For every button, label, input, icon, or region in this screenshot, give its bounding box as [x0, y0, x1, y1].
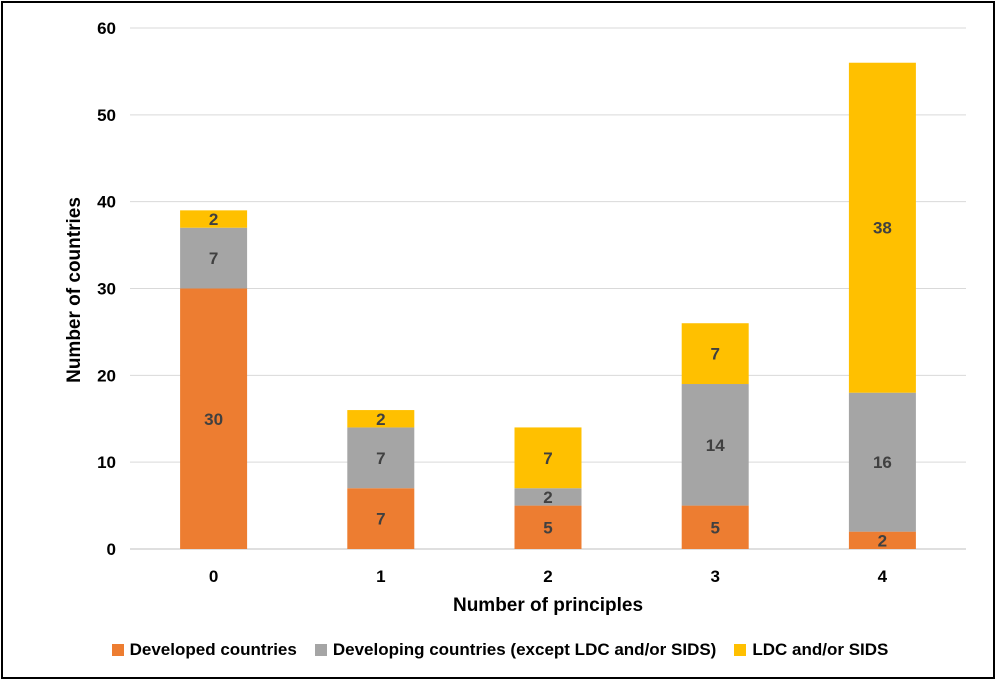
y-tick-label: 60	[97, 19, 116, 38]
legend-swatch-developing	[314, 644, 327, 656]
bar-segment	[347, 410, 415, 428]
data-label: 2	[209, 210, 218, 229]
data-label: 14	[706, 436, 725, 455]
bar-segment	[180, 227, 248, 289]
bar-segment	[347, 427, 415, 489]
bar-segment	[848, 531, 916, 549]
y-tick-label: 10	[97, 453, 116, 472]
data-label: 5	[710, 518, 719, 537]
data-label: 2	[543, 488, 552, 507]
gridlines	[130, 27, 966, 550]
bar-segment	[514, 488, 582, 506]
y-tick-label: 0	[107, 540, 116, 559]
x-tick-label: 0	[209, 567, 218, 586]
legend-swatch-ldc-sids	[734, 644, 747, 656]
x-tick-label: 2	[543, 567, 552, 586]
data-label: 2	[878, 531, 887, 550]
bar-segment	[848, 392, 916, 532]
legend-swatch-developed	[111, 644, 124, 656]
legend-label-developing: Developing countries (except LDC and/or …	[332, 640, 717, 659]
y-tick-label: 40	[97, 193, 116, 212]
bar-segment	[681, 505, 749, 549]
data-label: 7	[710, 345, 719, 364]
data-label: 5	[543, 518, 552, 537]
bar-segment	[347, 488, 415, 549]
bar-segment	[180, 210, 248, 228]
data-label: 38	[873, 219, 892, 238]
data-label: 7	[543, 449, 552, 468]
x-tick-label: 4	[878, 567, 888, 586]
y-axis-title: Number of countries	[64, 197, 85, 383]
bar-segment	[514, 505, 582, 549]
y-tick-label: 50	[97, 106, 116, 125]
bars	[180, 62, 916, 549]
data-label: 7	[376, 510, 385, 529]
data-labels: 30 7 2 7 7 2 5 2 7 5 14 7 2 16 38	[204, 210, 892, 550]
axis-ticks: 0 10 20 30 40 50 60 0 1 2 3 4	[97, 19, 888, 586]
legend-item-ldc-sids: LDC and/or SIDS	[734, 640, 888, 660]
bar-segment	[848, 62, 916, 393]
legend-item-developed: Developed countries	[111, 640, 297, 660]
legend: Developed countries Developing countries…	[0, 637, 1000, 663]
legend-label-ldc-sids: LDC and/or SIDS	[752, 640, 889, 659]
bar-segment	[514, 427, 582, 489]
data-label: 16	[873, 453, 892, 472]
data-label: 30	[204, 410, 223, 429]
x-tick-label: 1	[376, 567, 385, 586]
bar-segment	[681, 384, 749, 506]
data-label: 7	[209, 249, 218, 268]
y-tick-label: 20	[97, 366, 116, 385]
bar-segment	[681, 323, 749, 385]
data-label: 2	[376, 410, 385, 429]
bar-segment	[180, 288, 248, 549]
stacked-bar-chart: 0 10 20 30 40 50 60 0 1 2 3 4 30 7 2 7 7 2 5 2 7 5 14 7 2 16 38 N…	[64, 19, 966, 616]
legend-item-developing: Developing countries (except LDC and/or …	[314, 640, 717, 660]
legend-label-developed: Developed countries	[129, 640, 297, 659]
x-axis-title: Number of principles	[453, 595, 643, 616]
x-tick-label: 3	[710, 567, 719, 586]
data-label: 7	[376, 449, 385, 468]
y-tick-label: 30	[97, 280, 116, 299]
